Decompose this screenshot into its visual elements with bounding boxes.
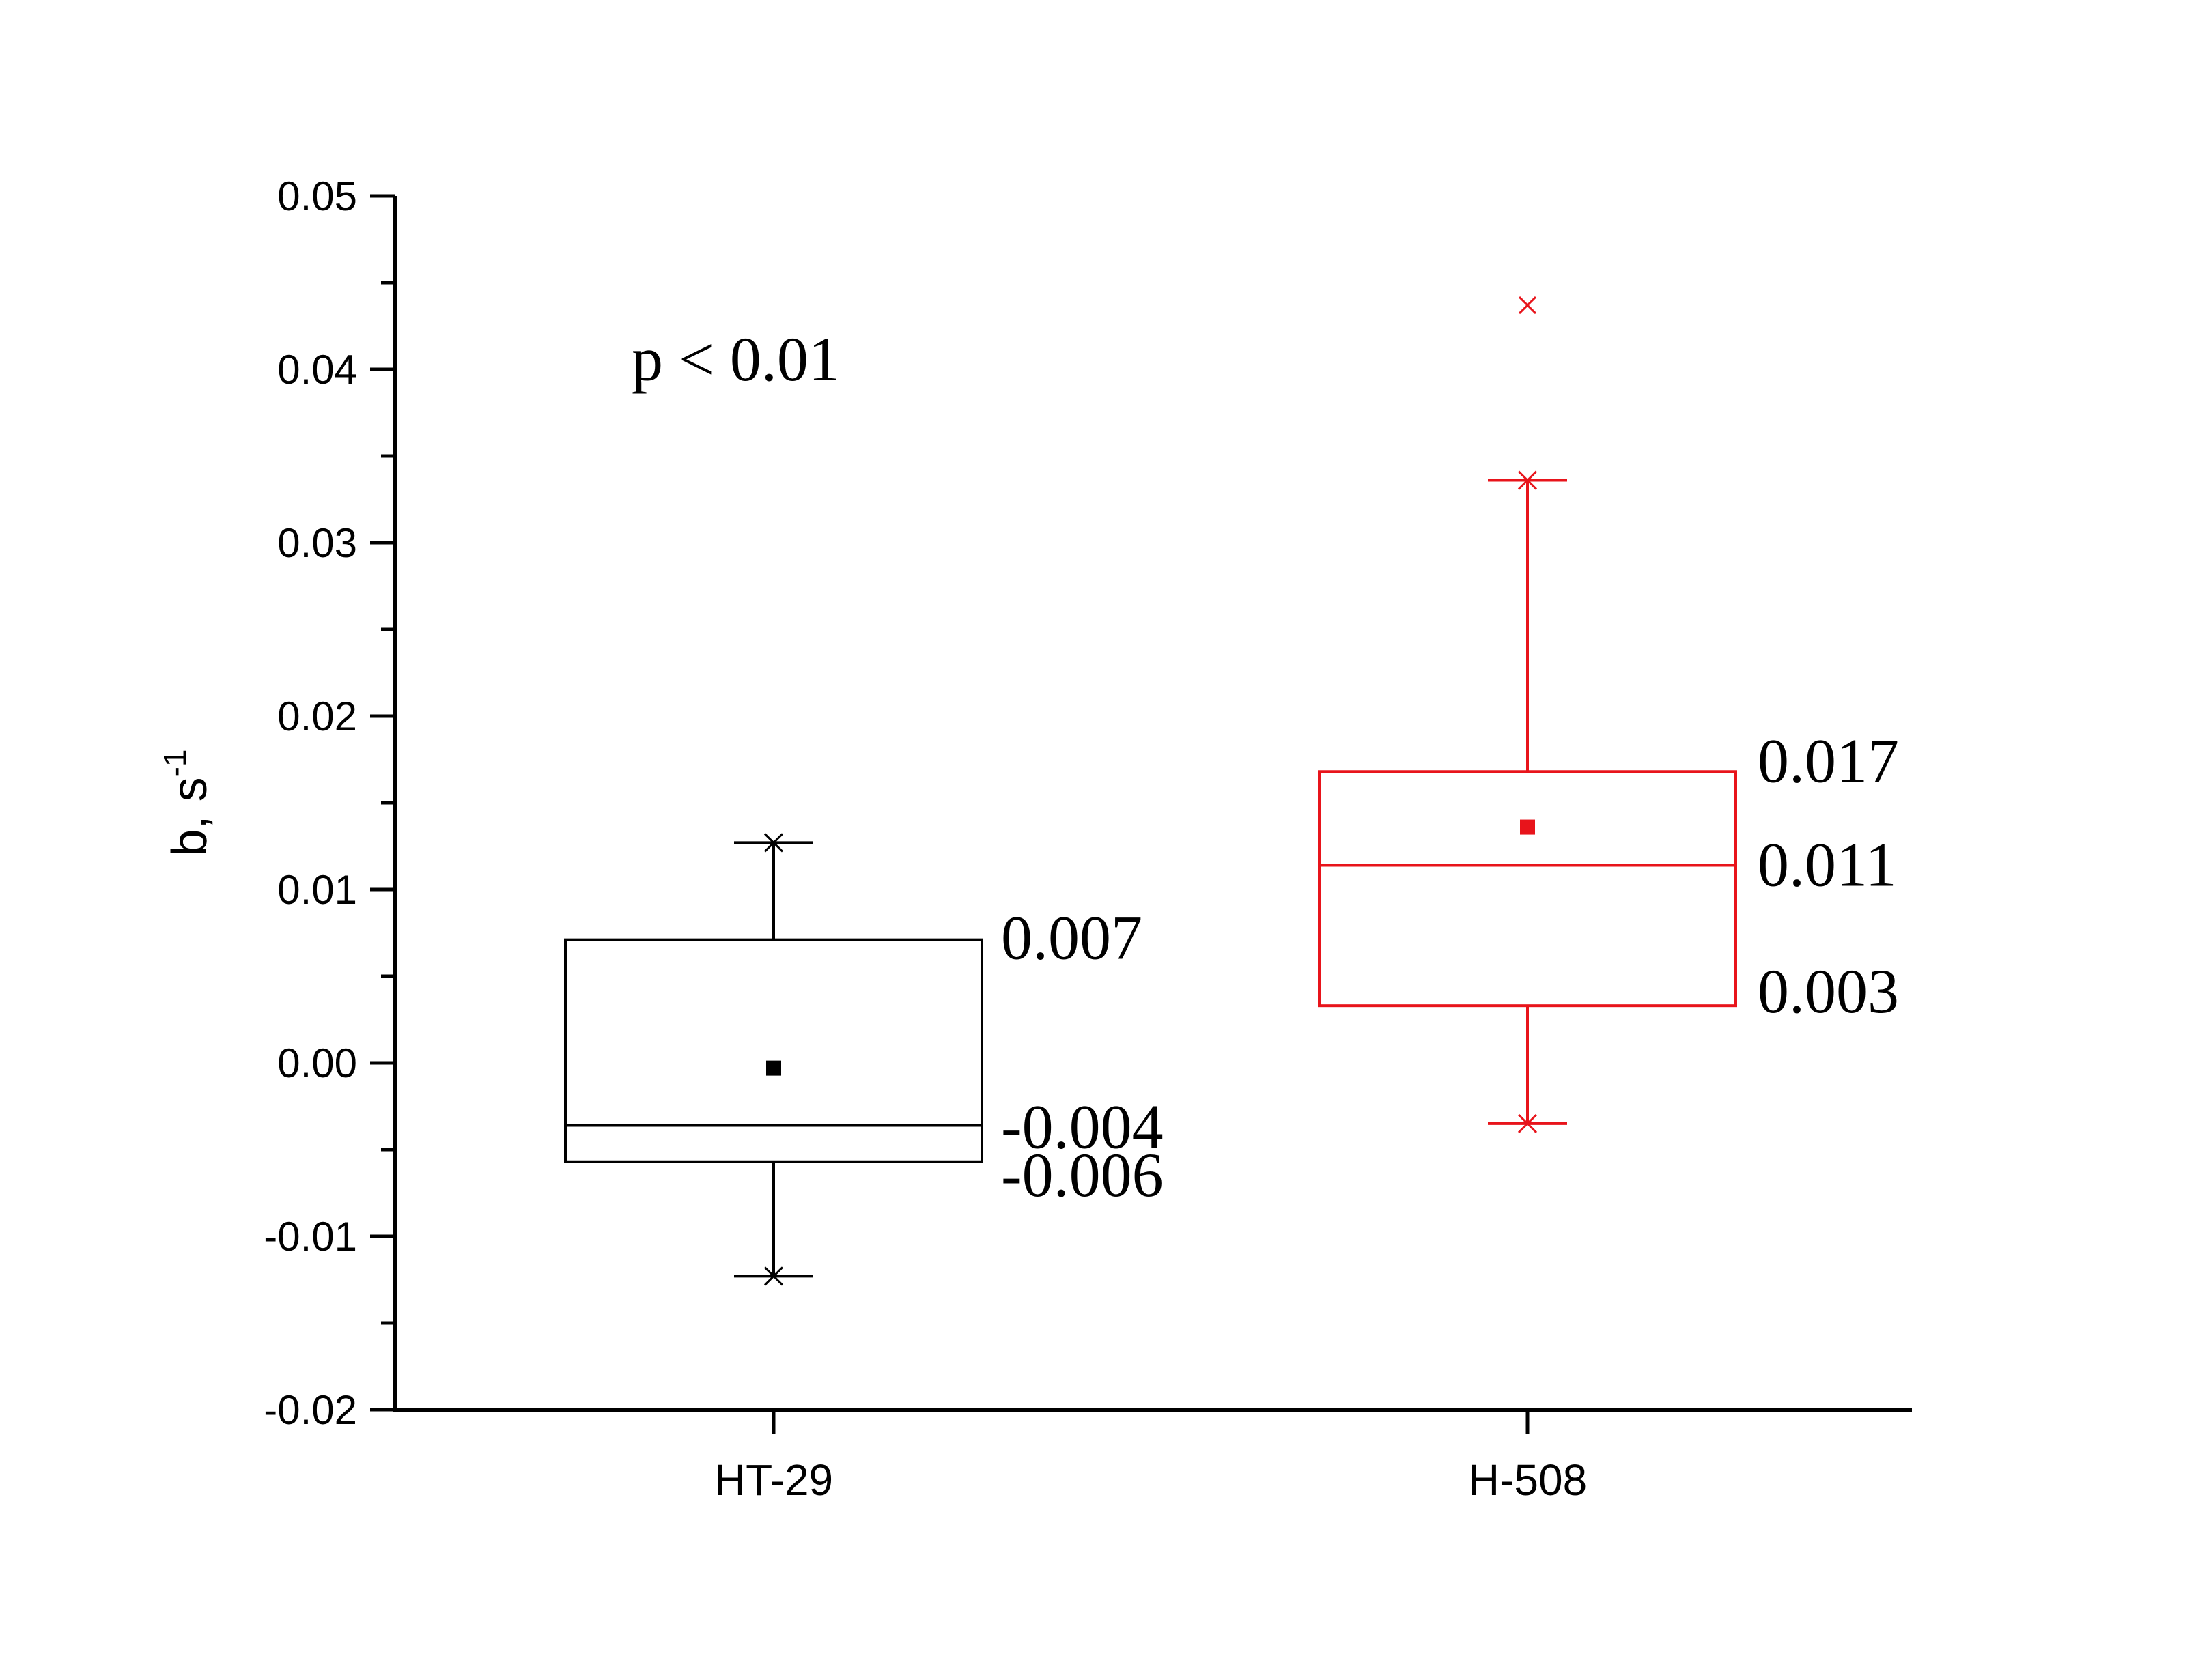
- max-marker: [763, 833, 784, 853]
- q3-label: 0.007: [1001, 903, 1142, 973]
- median-label: -0.004: [1001, 1092, 1164, 1161]
- min-marker-stroke-b: [763, 1266, 784, 1286]
- axes: -0.02 -0.01 0.00 0.01 0.02 0.03 0.04 0.05 b, s-1…: [157, 173, 1912, 1505]
- y-tick-label: 0.04: [277, 347, 357, 393]
- p-value-annotation: p < 0.01: [632, 324, 840, 394]
- y-tick-label: 0.03: [277, 520, 357, 566]
- min-marker-stroke-b: [1517, 1113, 1538, 1133]
- mean-marker: [1520, 819, 1535, 835]
- y-tick-label: 0.02: [277, 694, 357, 739]
- min-marker: [763, 1266, 784, 1286]
- y-axis-title: b, s-1: [157, 750, 217, 857]
- box-h-508: [1318, 296, 1737, 1133]
- q1-label: 0.003: [1758, 956, 1899, 1026]
- iqr-box: [1318, 770, 1737, 1008]
- x-category-label: HT-29: [714, 1455, 833, 1505]
- y-axis-title-superscript: -1: [157, 750, 193, 778]
- mean-marker: [766, 1060, 781, 1076]
- iqr-box: [564, 938, 983, 1163]
- box-ht-29: [564, 833, 983, 1286]
- boxes: [564, 296, 1737, 1286]
- median-label: 0.011: [1758, 829, 1897, 899]
- q1-label: -0.006: [1001, 1140, 1164, 1210]
- labels: p < 0.01 0.007 -0.004-0.006 0.017 0.011 0.003: [632, 324, 1899, 1210]
- max-marker-stroke-b: [1517, 470, 1538, 490]
- y-tick-label: -0.02: [264, 1387, 357, 1433]
- y-tick-label: -0.01: [264, 1214, 357, 1259]
- min-marker: [1517, 1113, 1538, 1133]
- outlier-marker-stroke-b: [1518, 296, 1537, 315]
- x-category-label: H-508: [1468, 1455, 1587, 1505]
- outlier-marker: [1518, 296, 1537, 315]
- max-marker-stroke-b: [763, 833, 784, 853]
- q3-label: 0.017: [1758, 726, 1899, 795]
- max-marker: [1517, 470, 1538, 490]
- y-tick-label: 0.01: [277, 867, 357, 913]
- y-tick-label: 0.00: [277, 1040, 357, 1086]
- y-tick-label: 0.05: [277, 173, 357, 219]
